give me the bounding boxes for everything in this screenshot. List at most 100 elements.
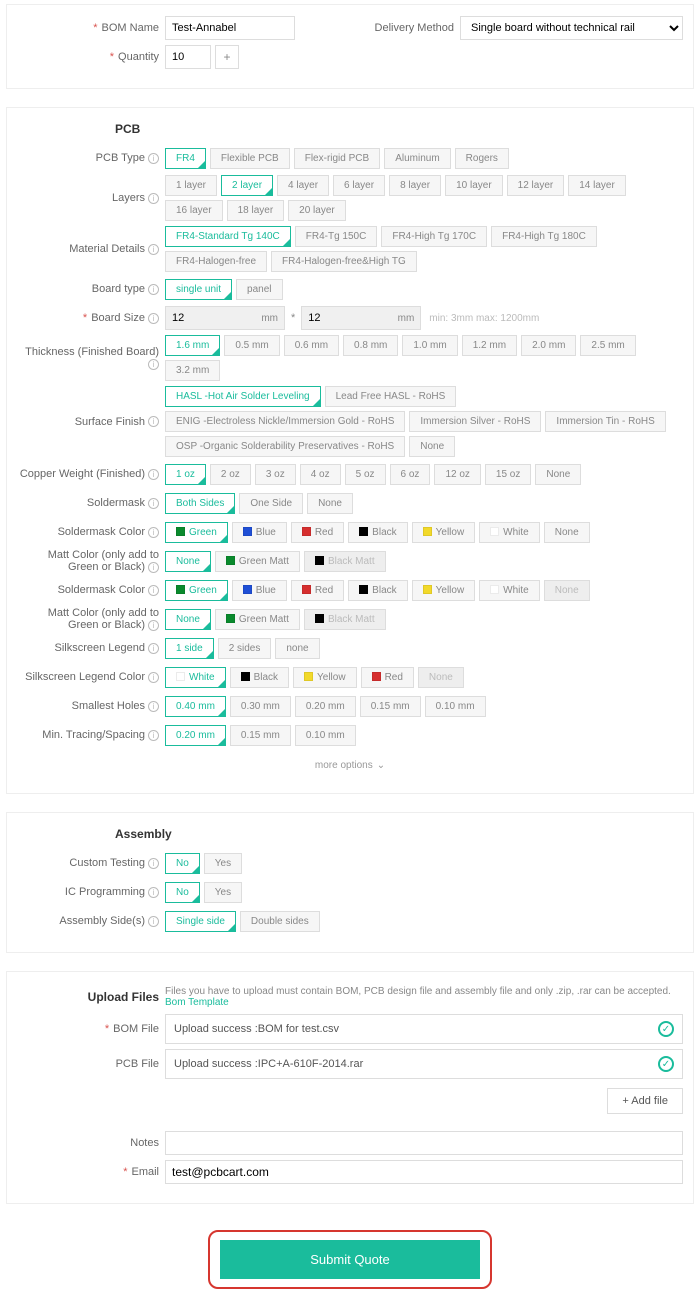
option[interactable]: One Side	[239, 493, 303, 514]
option[interactable]: None	[165, 551, 211, 572]
option[interactable]: Yellow	[293, 667, 357, 688]
info-icon[interactable]: i	[148, 858, 159, 869]
info-icon[interactable]: i	[148, 469, 159, 480]
option[interactable]: 18 layer	[227, 200, 285, 221]
option[interactable]: 2.0 mm	[521, 335, 576, 356]
submit-quote-button[interactable]: Submit Quote	[220, 1240, 480, 1279]
option[interactable]: 0.30 mm	[230, 696, 291, 717]
option[interactable]: 0.8 mm	[343, 335, 398, 356]
option[interactable]: 8 layer	[389, 175, 441, 196]
option[interactable]: Single side	[165, 911, 236, 932]
option[interactable]: FR4-Halogen-free	[165, 251, 267, 272]
pcb-file-box[interactable]: Upload success :IPC+A-610F-2014.rar ✓	[165, 1049, 683, 1079]
option[interactable]: 6 oz	[390, 464, 431, 485]
option[interactable]: None	[535, 464, 581, 485]
option[interactable]: 0.6 mm	[284, 335, 339, 356]
option[interactable]: 14 layer	[568, 175, 626, 196]
option[interactable]: panel	[236, 279, 282, 300]
info-icon[interactable]: i	[148, 562, 159, 573]
option[interactable]: FR4-Tg 150C	[295, 226, 378, 247]
option[interactable]: Red	[291, 522, 344, 543]
option[interactable]: 1 oz	[165, 464, 206, 485]
option[interactable]: Immersion Silver - RoHS	[409, 411, 541, 432]
quantity-plus-button[interactable]: +	[215, 45, 239, 69]
option[interactable]: FR4-High Tg 180C	[491, 226, 597, 247]
option[interactable]: 2 oz	[210, 464, 251, 485]
option[interactable]: Green Matt	[215, 551, 300, 572]
option[interactable]: Green	[165, 580, 228, 601]
option[interactable]: 1.2 mm	[462, 335, 517, 356]
option[interactable]: HASL -Hot Air Solder Leveling	[165, 386, 321, 407]
option[interactable]: Yellow	[412, 580, 476, 601]
info-icon[interactable]: i	[148, 416, 159, 427]
board-width-input[interactable]	[166, 308, 236, 328]
info-icon[interactable]: i	[148, 313, 159, 324]
option[interactable]: 2.5 mm	[580, 335, 635, 356]
option[interactable]: None	[409, 436, 455, 457]
option[interactable]: none	[275, 638, 319, 659]
info-icon[interactable]: i	[148, 244, 159, 255]
option[interactable]: 0.10 mm	[295, 725, 356, 746]
option[interactable]: FR4-Halogen-free&High TG	[271, 251, 417, 272]
option[interactable]: None	[165, 609, 211, 630]
option[interactable]: Blue	[232, 580, 287, 601]
option[interactable]: 1 side	[165, 638, 214, 659]
option[interactable]: Yes	[204, 882, 242, 903]
option[interactable]: Yellow	[412, 522, 476, 543]
notes-input[interactable]	[165, 1131, 683, 1155]
option[interactable]: 3.2 mm	[165, 360, 220, 381]
option[interactable]: Aluminum	[384, 148, 450, 169]
email-input[interactable]	[165, 1160, 683, 1184]
option[interactable]: 0.5 mm	[224, 335, 279, 356]
option[interactable]: FR4	[165, 148, 206, 169]
option[interactable]: OSP -Organic Solderability Preservatives…	[165, 436, 405, 457]
option[interactable]: Lead Free HASL - RoHS	[325, 386, 457, 407]
option[interactable]: No	[165, 853, 200, 874]
option[interactable]: Black	[348, 522, 407, 543]
option[interactable]: 6 layer	[333, 175, 385, 196]
bom-template-link[interactable]: Bom Template	[165, 997, 229, 1008]
option[interactable]: FR4-High Tg 170C	[381, 226, 487, 247]
option[interactable]: Flexible PCB	[210, 148, 290, 169]
option[interactable]: 1 layer	[165, 175, 217, 196]
option[interactable]: Rogers	[455, 148, 509, 169]
info-icon[interactable]: i	[148, 585, 159, 596]
option[interactable]: 20 layer	[288, 200, 346, 221]
option[interactable]: 0.15 mm	[360, 696, 421, 717]
info-icon[interactable]: i	[148, 643, 159, 654]
bom-name-input[interactable]	[165, 16, 295, 40]
info-icon[interactable]: i	[148, 527, 159, 538]
option[interactable]: Red	[361, 667, 414, 688]
option[interactable]: Immersion Tin - RoHS	[545, 411, 665, 432]
bom-file-box[interactable]: Upload success :BOM for test.csv ✓	[165, 1014, 683, 1044]
info-icon[interactable]: i	[148, 359, 159, 370]
option[interactable]: 16 layer	[165, 200, 223, 221]
option[interactable]: 0.20 mm	[295, 696, 356, 717]
option[interactable]: Black	[348, 580, 407, 601]
option[interactable]: 12 layer	[507, 175, 565, 196]
option[interactable]: 4 oz	[300, 464, 341, 485]
option[interactable]: Green Matt	[215, 609, 300, 630]
info-icon[interactable]: i	[148, 284, 159, 295]
option[interactable]: 1.6 mm	[165, 335, 220, 356]
option[interactable]: 1.0 mm	[402, 335, 457, 356]
board-height-input[interactable]	[302, 308, 372, 328]
option[interactable]: Both Sides	[165, 493, 235, 514]
option[interactable]: None	[544, 522, 590, 543]
option[interactable]: Black	[230, 667, 289, 688]
delivery-method-select[interactable]: Single board without technical rail	[460, 16, 683, 40]
info-icon[interactable]: i	[148, 498, 159, 509]
add-file-button[interactable]: + Add file	[607, 1088, 683, 1114]
option[interactable]: Flex-rigid PCB	[294, 148, 380, 169]
option[interactable]: Green	[165, 522, 228, 543]
option[interactable]: None	[307, 493, 353, 514]
option[interactable]: 2 layer	[221, 175, 273, 196]
quantity-input[interactable]	[165, 45, 211, 69]
info-icon[interactable]: i	[148, 730, 159, 741]
option[interactable]: Double sides	[240, 911, 320, 932]
option[interactable]: 0.10 mm	[425, 696, 486, 717]
option[interactable]: White	[165, 667, 226, 688]
option[interactable]: White	[479, 580, 540, 601]
option[interactable]: 0.15 mm	[230, 725, 291, 746]
option[interactable]: 5 oz	[345, 464, 386, 485]
